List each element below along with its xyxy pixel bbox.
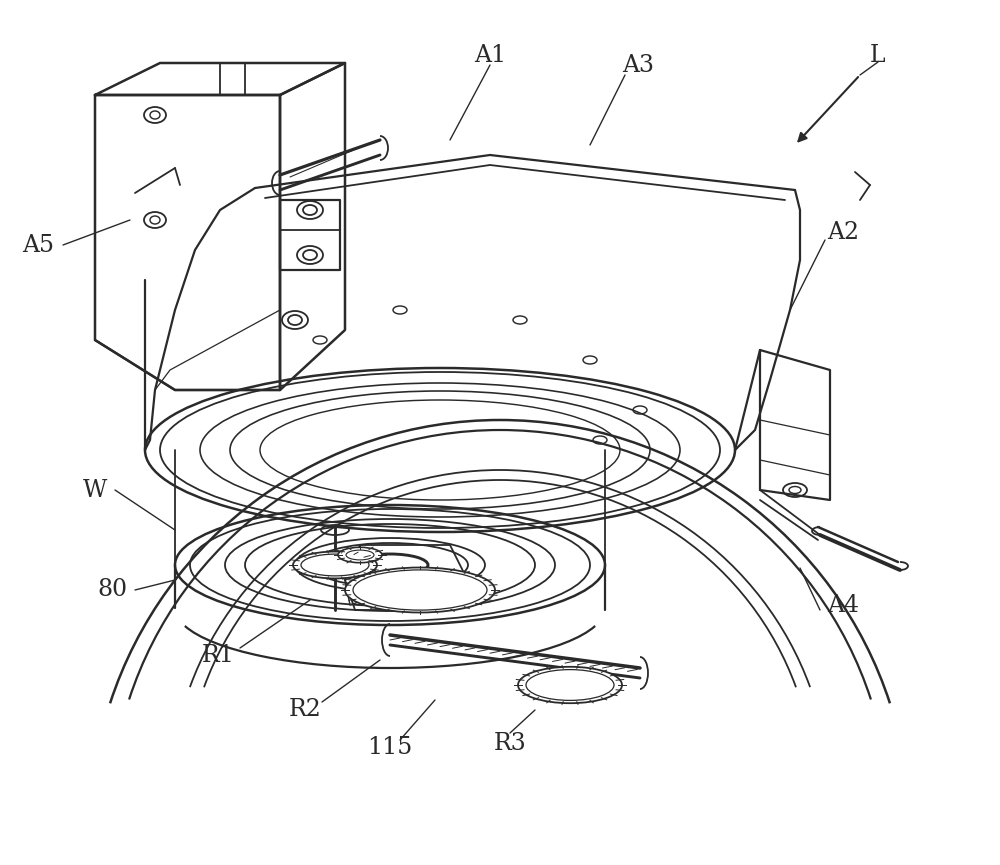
- Text: A2: A2: [827, 221, 859, 244]
- Text: A1: A1: [474, 43, 506, 67]
- Text: W: W: [83, 478, 107, 502]
- Text: A3: A3: [622, 54, 654, 76]
- Text: 80: 80: [97, 579, 127, 601]
- Text: 115: 115: [367, 736, 413, 759]
- Text: R1: R1: [202, 644, 234, 667]
- Text: L: L: [870, 43, 886, 67]
- Ellipse shape: [338, 548, 382, 563]
- Ellipse shape: [345, 567, 495, 612]
- Ellipse shape: [293, 552, 377, 579]
- Text: R2: R2: [289, 699, 321, 721]
- Text: A5: A5: [22, 234, 54, 257]
- Text: R3: R3: [494, 732, 526, 754]
- Text: A4: A4: [827, 593, 859, 617]
- Ellipse shape: [518, 667, 622, 703]
